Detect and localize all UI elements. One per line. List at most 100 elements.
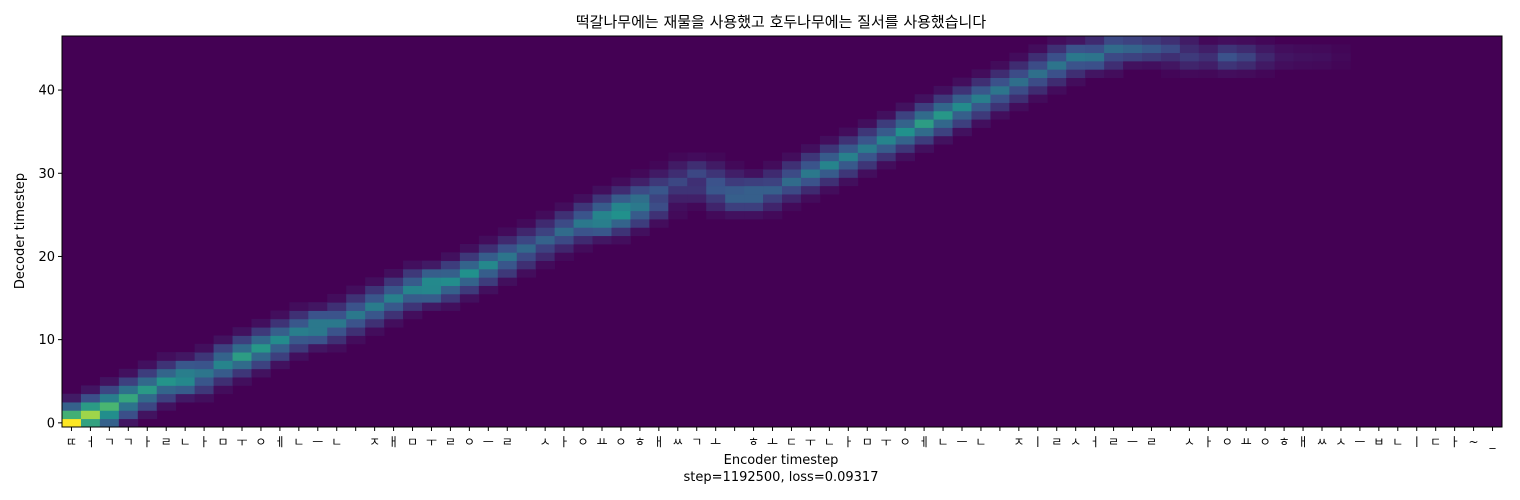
heatmap-cell [687,152,707,162]
heatmap-cell [327,293,347,303]
heatmap-cell [156,385,177,395]
heatmap-cell [403,302,423,311]
heatmap-cell [497,227,518,237]
heatmap-cell [478,285,499,295]
heatmap-cell [156,377,177,386]
heatmap-cell [1236,60,1257,70]
x-tick-label: ㅜ [236,435,247,449]
heatmap-cell [1198,60,1219,70]
heatmap-cell [118,402,139,411]
heatmap-cell [782,177,802,187]
heatmap-cell [1028,94,1048,103]
heatmap-cell [1104,69,1124,78]
x-tick-label: ㄹ [161,435,172,449]
heatmap-cell [933,102,953,112]
heatmap-cell [118,385,139,395]
heatmap-cell [270,343,290,353]
heatmap-cell [800,177,821,187]
heatmap-cell [819,160,840,170]
x-tick-label: ㄷ [786,435,797,449]
heatmap-cell [706,177,726,187]
x-tick-label: ㅣ [1032,435,1043,449]
x-tick-label: ㄱ [104,435,115,449]
heatmap-cell [327,310,347,320]
heatmap-cell [1009,102,1029,112]
heatmap-cell [706,185,726,195]
heatmap-cell [990,69,1010,78]
heatmap-cell [933,94,953,103]
heatmap-cell [819,169,840,178]
heatmap-cell [1274,60,1294,70]
heatmap-cell [289,327,309,336]
heatmap-cell [232,377,252,386]
heatmap-cell [706,152,726,162]
heatmap-cell [118,418,139,428]
heatmap-cell [1179,36,1200,45]
x-tick-label: ㅎ [748,435,759,449]
x-tick-label: ㅇ [900,435,911,449]
heatmap-cell [668,185,688,195]
heatmap-cell [554,210,574,220]
x-tick-label: ㅅ [1070,435,1081,449]
heatmap-cell [440,277,461,286]
heatmap-cell [1066,52,1086,62]
heatmap-cell [706,194,726,203]
chart-title: 떡갈나무에는 재물을 사용했고 호두나무에는 질서를 사용했습니다 [576,13,986,31]
heatmap-cell [270,310,290,320]
heatmap-cell [459,243,480,253]
heatmap-cell [1009,69,1029,78]
heatmap-cell [668,152,688,162]
heatmap-cell [213,368,233,378]
x-tick-label: ㅔ [274,435,285,449]
heatmap-cell [516,260,537,270]
heatmap-cell [630,194,650,203]
heatmap-cell [422,302,442,311]
heatmap-cell [782,185,802,195]
heatmap-cell [308,343,328,353]
heatmap-cell [611,194,631,203]
heatmap-cell [1028,60,1048,70]
x-tick-label: ㅁ [407,435,418,449]
heatmap-cell [440,252,461,262]
heatmap-cell [838,169,859,178]
heatmap-cell [573,202,593,212]
heatmap-cell [971,77,991,87]
heatmap-cell [516,268,537,278]
heatmap-cell [876,127,897,137]
heatmap-cell [365,293,385,303]
x-tick-label: ㄱ [691,435,702,449]
heatmap-cell [497,243,518,253]
heatmap-cell [1028,44,1048,54]
x-tick-label: ㄴ [975,435,986,449]
x-tick-label: ㅣ [1411,435,1422,449]
heatmap-cell [1142,60,1162,70]
heatmap-cell [270,360,290,370]
heatmap-cell [194,368,214,378]
heatmap-cell [535,260,556,270]
heatmap-cell [611,235,631,245]
heatmap-cell [1179,69,1200,78]
y-tick-label: 40 [38,84,55,99]
y-axis-label: Decoder timestep [13,173,28,289]
heatmap-cell [782,202,802,212]
heatmap-cell [838,152,859,162]
heatmap-cell [535,252,556,262]
heatmap-cell [1009,52,1029,62]
heatmap-cell [838,177,859,187]
chart-footer: step=1192500, loss=0.09317 [684,470,879,485]
heatmap-cell [137,393,158,403]
heatmap-cell [592,235,612,245]
heatmap-cell [554,243,574,253]
heatmap-cell [971,94,991,103]
heatmap-cell [118,368,139,378]
heatmap-cell [213,343,233,353]
x-tick-label: ㅜ [426,435,437,449]
heatmap-cell [687,185,707,195]
heatmap-cell [933,110,953,120]
heatmap-cell [630,227,650,237]
heatmap-cell [289,318,309,328]
heatmap-cell [308,327,328,336]
heatmap-cell [895,110,916,120]
heatmap-cell [1255,36,1276,45]
x-tick-label: ㅏ [1449,435,1460,449]
